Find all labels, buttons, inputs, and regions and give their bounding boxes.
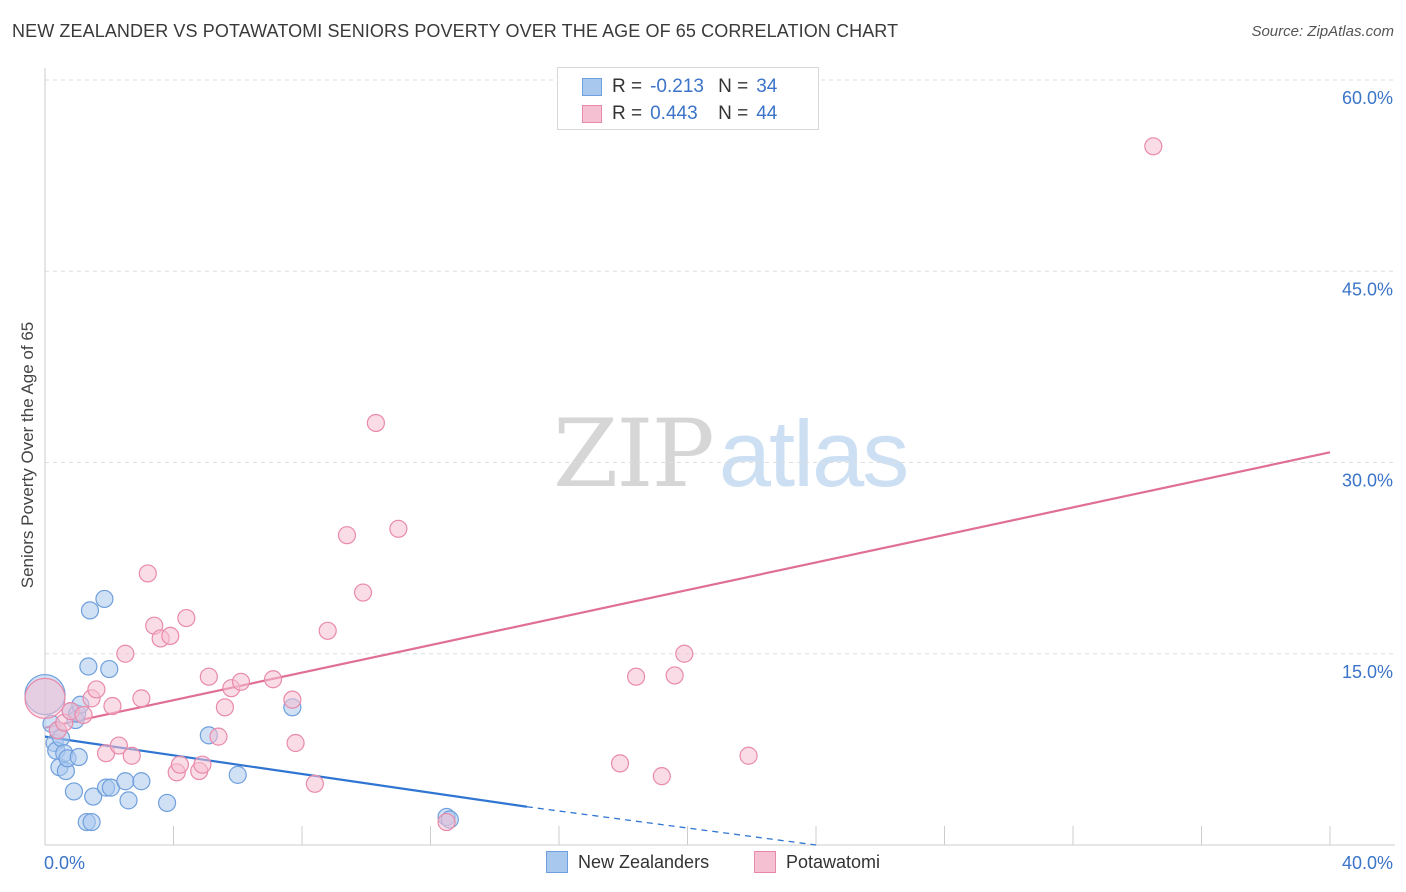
- data-point-potawatomi: [199, 667, 218, 686]
- data-point-new-zealanders: [64, 782, 84, 801]
- data-point-potawatomi: [652, 767, 671, 786]
- watermark: ZIPatlas: [553, 400, 910, 509]
- legend-n-value: 44: [756, 103, 778, 124]
- data-point-potawatomi: [1144, 137, 1163, 156]
- data-point-potawatomi: [116, 644, 135, 663]
- axes: [44, 68, 1395, 846]
- data-point-potawatomi: [74, 705, 93, 725]
- data-point-new-zealanders: [116, 772, 135, 791]
- correlation-legend: R = -0.213 N = 34 R = 0.443 N = 44: [557, 67, 819, 130]
- data-point-new-zealanders: [100, 659, 119, 679]
- data-point-potawatomi: [193, 755, 212, 774]
- legend-r-label: R =: [612, 76, 643, 97]
- data-point-potawatomi: [665, 666, 684, 685]
- data-point-new-zealanders: [228, 765, 247, 784]
- data-point-new-zealanders: [119, 791, 138, 810]
- data-point-new-zealanders: [79, 657, 98, 676]
- legend-item-potawatomi[interactable]: Potawatomi: [754, 851, 880, 873]
- legend-swatch-new-zealanders: [582, 78, 602, 96]
- data-point-potawatomi: [353, 583, 373, 602]
- data-point-potawatomi: [103, 696, 122, 716]
- legend-n-value: 34: [756, 76, 778, 97]
- watermark-zip: ZIP: [553, 400, 715, 509]
- x-tick-label: 0.0%: [44, 853, 85, 873]
- data-point-potawatomi: [283, 690, 302, 709]
- data-point-potawatomi: [389, 519, 408, 538]
- data-point-potawatomi: [138, 564, 157, 583]
- data-point-potawatomi: [109, 736, 128, 755]
- y-axis-label: Seniors Poverty Over the Age of 65: [18, 321, 37, 589]
- data-point-potawatomi: [366, 413, 385, 433]
- data-point-potawatomi: [318, 621, 337, 640]
- y-tick-label: 60.0%: [1342, 88, 1393, 108]
- data-point-new-zealanders: [157, 793, 177, 813]
- data-point-potawatomi: [170, 755, 190, 774]
- y-tick-label: 15.0%: [1342, 662, 1393, 682]
- data-points: [24, 137, 1163, 832]
- chart-title: NEW ZEALANDER VS POTAWATOMI SENIORS POVE…: [12, 21, 899, 41]
- legend-r-value: -0.213: [650, 76, 704, 97]
- data-point-potawatomi: [263, 670, 283, 689]
- data-point-new-zealanders: [80, 601, 100, 620]
- data-point-new-zealanders: [132, 772, 151, 791]
- data-point-potawatomi: [24, 677, 66, 719]
- data-point-new-zealanders: [82, 812, 101, 832]
- data-point-potawatomi: [177, 608, 196, 628]
- legend-n-label: N =: [718, 103, 749, 124]
- data-point-potawatomi: [231, 672, 251, 691]
- data-point-potawatomi: [132, 689, 151, 708]
- trend-line-potawatomi: [44, 451, 1331, 729]
- data-point-potawatomi: [610, 754, 630, 773]
- data-point-potawatomi: [209, 727, 228, 746]
- data-point-new-zealanders: [84, 787, 103, 806]
- data-point-potawatomi: [675, 644, 694, 663]
- series-legend: New Zealanders Potawatomi: [0, 851, 1406, 877]
- data-point-potawatomi: [739, 746, 758, 765]
- data-point-potawatomi: [215, 698, 234, 717]
- data-point-potawatomi: [305, 774, 324, 793]
- legend-swatch-new-zealanders: [546, 851, 568, 873]
- data-point-potawatomi: [286, 733, 305, 753]
- data-point-potawatomi: [161, 626, 180, 646]
- data-point-potawatomi: [87, 680, 106, 699]
- legend-label-new-zealanders: New Zealanders: [578, 851, 710, 872]
- legend-swatch-potawatomi: [582, 105, 602, 123]
- data-point-potawatomi: [626, 667, 646, 686]
- legend-swatch-potawatomi: [754, 851, 776, 873]
- source-label: Source: ZipAtlas.com: [1251, 23, 1394, 40]
- legend-r-label: R =: [612, 103, 643, 124]
- gridlines: [45, 79, 1395, 655]
- legend-label-potawatomi: Potawatomi: [786, 851, 881, 872]
- data-point-new-zealanders: [95, 589, 114, 609]
- legend-row-potawatomi: R = 0.443 N = 44: [558, 100, 777, 128]
- legend-item-new-zealanders[interactable]: New Zealanders: [546, 851, 709, 873]
- legend-row-new-zealanders: R = -0.213 N = 34: [558, 73, 777, 101]
- data-point-new-zealanders: [69, 747, 88, 767]
- tick-labels: 15.0% 30.0% 45.0% 60.0% 0.0% 40.0%: [44, 88, 1393, 873]
- watermark-atlas: atlas: [718, 401, 910, 506]
- data-point-potawatomi: [122, 746, 141, 765]
- y-tick-label: 45.0%: [1342, 279, 1393, 299]
- legend-r-value: 0.443: [650, 103, 698, 124]
- data-point-potawatomi: [437, 812, 456, 832]
- legend-n-label: N =: [718, 76, 749, 97]
- data-point-potawatomi: [337, 526, 357, 545]
- x-tick-label: 40.0%: [1342, 853, 1393, 873]
- y-tick-label: 30.0%: [1342, 471, 1393, 491]
- trend-extension-new-zealanders: [526, 806, 817, 846]
